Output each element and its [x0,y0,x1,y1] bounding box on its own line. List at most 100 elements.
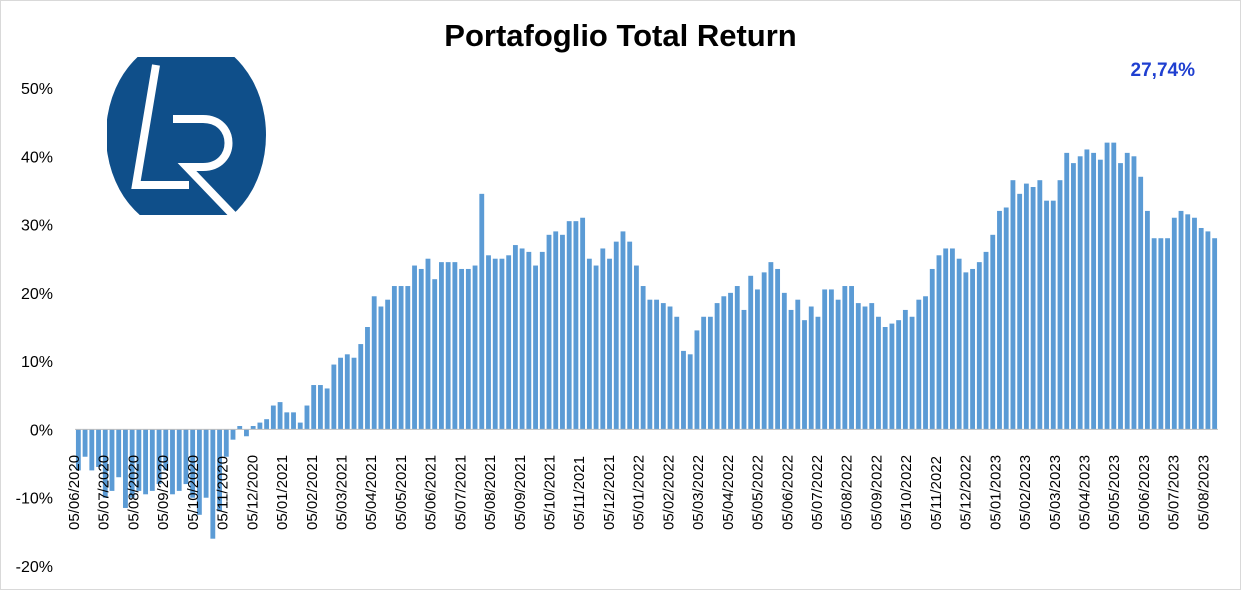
bar [1171,217,1177,430]
bar [546,234,552,430]
x-tick-label: 05/07/2023 [1166,455,1183,530]
bar [640,286,646,430]
bar [1138,176,1144,430]
bar [573,221,579,430]
bar [445,262,451,430]
x-tick-label: 05/04/2021 [363,455,380,530]
bar [580,217,586,430]
y-tick-label: 30% [21,218,53,235]
bar [365,327,370,430]
bar [963,272,969,430]
bar [1091,152,1097,430]
bar [802,320,807,430]
bar [835,299,841,430]
x-tick-label: 05/08/2022 [839,455,856,530]
bar [566,221,572,430]
bar [432,279,438,430]
bar [163,429,169,471]
bar [997,210,1002,430]
bar [768,262,774,430]
bar [1178,210,1184,430]
x-tick-label: 05/06/2023 [1136,455,1153,530]
bar [358,344,364,430]
bar [990,234,996,430]
logo-letters [131,64,236,215]
bar [1198,227,1204,430]
bar [297,422,303,430]
x-tick-label: 05/02/2022 [660,455,677,530]
bar [418,268,424,430]
bar [976,262,982,430]
bar [687,354,693,430]
bar [815,316,821,430]
x-tick-label: 05/05/2022 [750,455,767,530]
bar [183,429,189,485]
x-tick-label: 05/10/2021 [542,455,559,530]
x-tick-label: 05/12/2021 [601,455,618,530]
bar [936,255,942,430]
bar [808,306,814,430]
bar [1071,163,1076,430]
bar [170,429,175,495]
bar [1212,238,1218,430]
bar [882,327,888,430]
bar [1044,200,1049,430]
bar-series [75,142,1218,539]
x-tick-label: 05/07/2021 [452,455,469,530]
bar [123,429,128,508]
bar [876,316,881,430]
bar [452,262,458,430]
bar [1023,183,1029,430]
bar [862,306,868,430]
bar [465,268,471,430]
bar [539,251,545,430]
bar [1185,214,1191,430]
bar [822,289,828,430]
bar [526,251,532,430]
x-tick-label: 05/06/2020 [66,455,83,530]
bar [203,429,209,498]
bar [553,231,559,430]
bar [1111,142,1117,430]
bar [102,429,108,498]
y-axis-tick-labels: -20% -10% 0% 10% 20% 30% 40% 50% [16,81,53,576]
y-tick-label: -10% [16,491,53,508]
y-tick-label: 20% [21,286,53,303]
bar [970,268,976,430]
bar [472,265,478,430]
bar [849,286,854,430]
bar [89,429,95,471]
bar [620,231,626,430]
bar [499,258,505,430]
x-tick-label: 05/01/2022 [631,455,648,530]
bar [781,292,787,430]
bar [217,429,222,512]
bar [317,385,323,430]
bar [916,299,922,430]
bar [311,385,317,430]
bar [1165,238,1170,430]
bar [1030,187,1036,430]
bar [230,429,236,440]
bar [734,286,740,430]
bar [385,299,391,430]
bar [439,262,444,430]
bar [1144,210,1150,430]
bar [828,289,834,430]
x-tick-label: 05/08/2020 [125,455,142,530]
bar [600,248,606,430]
bar [1010,180,1016,430]
bar [896,320,902,430]
bar [1017,193,1023,430]
x-tick-label: 05/07/2022 [809,455,826,530]
bar [223,429,229,457]
bar [1192,217,1197,430]
bar [889,323,895,430]
x-tick-label: 05/03/2022 [690,455,707,530]
bar [506,255,512,430]
x-tick-label: 05/07/2020 [96,455,113,530]
bar [1084,149,1090,430]
bar [1151,238,1157,430]
bar [1003,207,1009,430]
